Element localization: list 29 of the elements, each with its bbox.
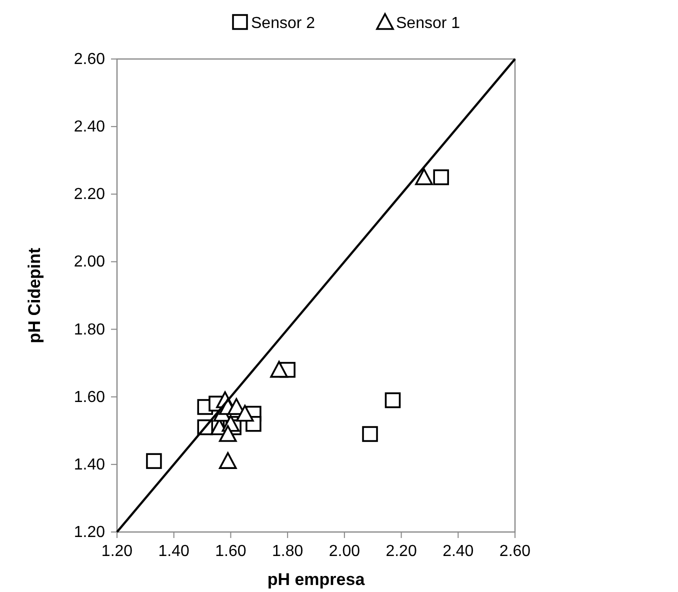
point <box>415 168 433 186</box>
y-tick-label: 2.60 <box>74 51 106 68</box>
y-tick-label: 1.20 <box>74 524 106 541</box>
x-tick-label: 1.20 <box>101 543 133 560</box>
point <box>236 404 254 422</box>
y-tick-label: 1.60 <box>74 388 106 406</box>
x-tick-label: 1.60 <box>215 543 246 560</box>
x-tick-label: 2.00 <box>328 543 360 560</box>
x-axis-title: pH empresa <box>267 570 366 589</box>
point <box>384 392 401 408</box>
y-tick-label: 1.80 <box>74 321 106 338</box>
point <box>218 425 237 442</box>
legend-label: Sensor 1 <box>396 15 460 32</box>
y-tick-label: 2.00 <box>74 254 106 271</box>
point <box>146 453 162 469</box>
x-tick-label: 1.80 <box>272 543 304 560</box>
point <box>218 452 237 469</box>
point <box>362 426 378 442</box>
y-tick-label: 1.40 <box>74 456 106 474</box>
legend-label: Sensor 2 <box>251 15 316 32</box>
y-tick-label: 2.20 <box>74 186 106 204</box>
x-tick-label: 2.20 <box>386 543 417 560</box>
point <box>433 169 449 186</box>
point <box>270 360 288 378</box>
y-axis-title: pH Cidepint <box>25 247 44 344</box>
y-tick-label: 2.40 <box>74 118 106 136</box>
x-tick-label: 1.40 <box>158 543 190 560</box>
x-tick-label: 2.60 <box>499 543 531 560</box>
x-tick-label: 2.40 <box>442 543 474 560</box>
